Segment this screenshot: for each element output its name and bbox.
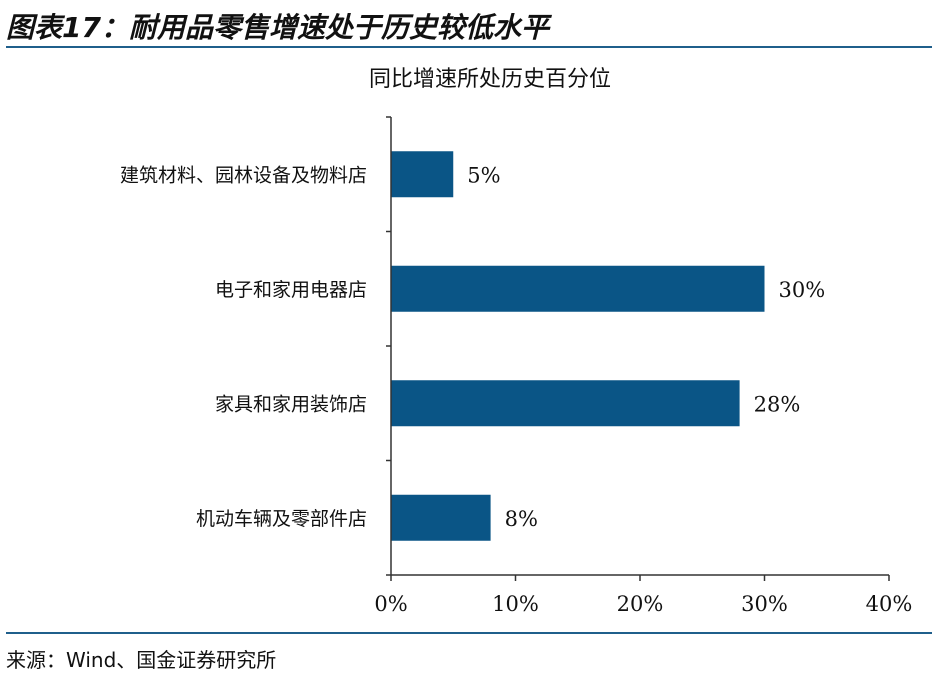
figure-header: 图表17：耐用品零售增速处于历史较低水平 [6, 0, 932, 48]
category-label: 电子和家用电器店 [215, 279, 367, 301]
data-label: 30% [779, 278, 826, 302]
bar [391, 494, 491, 541]
figure-footer: 来源：Wind、国金证券研究所 [6, 632, 932, 672]
x-tick-label: 20% [617, 592, 664, 616]
category-label: 建筑材料、园林设备及物料店 [120, 164, 367, 186]
data-label: 28% [754, 392, 801, 416]
data-label: 8% [505, 507, 538, 531]
chart-title: 同比增速所处历史百分位 [369, 67, 611, 92]
bar [391, 265, 765, 312]
x-tick-label: 40% [866, 592, 913, 616]
category-label: 机动车辆及零部件店 [196, 508, 367, 530]
source-note: 来源：Wind、国金证券研究所 [6, 648, 277, 672]
bar [391, 380, 740, 427]
x-tick-label: 10% [492, 592, 539, 616]
category-label: 家具和家用装饰店 [215, 393, 367, 415]
figure-title: 图表17：耐用品零售增速处于历史较低水平 [6, 11, 549, 44]
x-tick-label: 30% [741, 592, 788, 616]
x-tick-label: 0% [374, 592, 407, 616]
data-label: 5% [467, 163, 500, 187]
bar [391, 151, 454, 198]
